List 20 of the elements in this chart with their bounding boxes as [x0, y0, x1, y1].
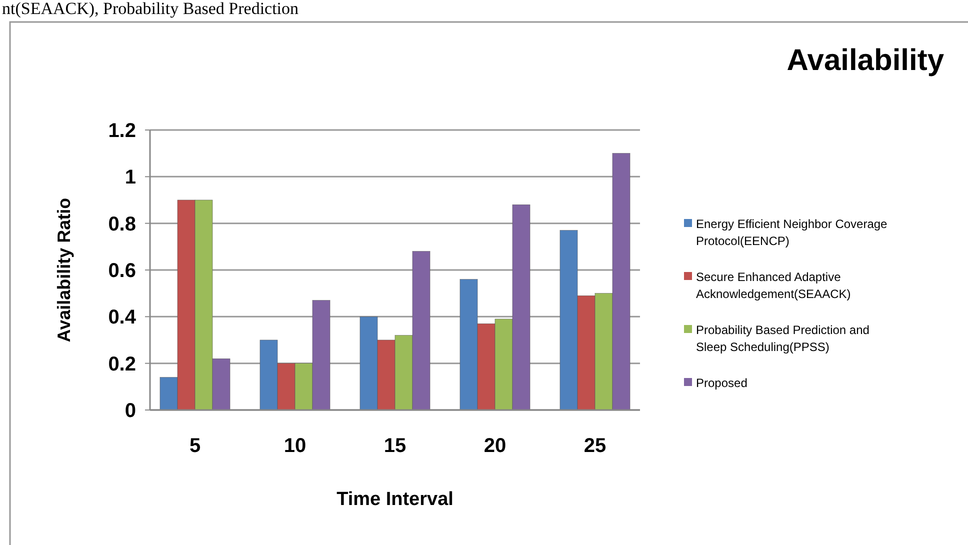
- legend-label: Secure Enhanced Adaptive Acknowledgement(SEAACK): [696, 270, 851, 301]
- text: Availability: [786, 44, 944, 77]
- y-tick-label: 1.2: [108, 120, 136, 142]
- y-tick-label: 0.2: [108, 353, 136, 376]
- y-tick-label: 1: [124, 166, 136, 189]
- legend-label: Energy Efficient Neighbor Coverage Protocol(EENCP): [696, 217, 888, 248]
- legend-label: Proposed: [696, 376, 748, 390]
- y-tick-label: 0: [124, 400, 136, 422]
- x-tick-label: 20: [484, 435, 506, 457]
- x-tick-label: 10: [284, 435, 306, 457]
- y-tick-label: 0.6: [108, 260, 136, 282]
- x-tick-label: 5: [189, 435, 201, 457]
- y-tick-label: 0.8: [108, 213, 136, 236]
- y-tick-label: 0.4: [108, 306, 137, 329]
- text: nt(SEAACK), Probability Based Prediction: [2, 0, 300, 18]
- x-tick-label: 15: [384, 435, 406, 457]
- legend-label: Probability Based Prediction and Sleep Scheduling(PPSS): [696, 323, 870, 354]
- x-tick-label: 25: [584, 435, 606, 457]
- x-axis-title: Time Interval: [336, 489, 454, 510]
- y-axis-title: Availability Ratio: [54, 198, 74, 342]
